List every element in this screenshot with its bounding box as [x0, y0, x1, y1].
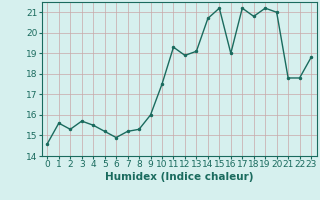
X-axis label: Humidex (Indice chaleur): Humidex (Indice chaleur) — [105, 172, 253, 182]
